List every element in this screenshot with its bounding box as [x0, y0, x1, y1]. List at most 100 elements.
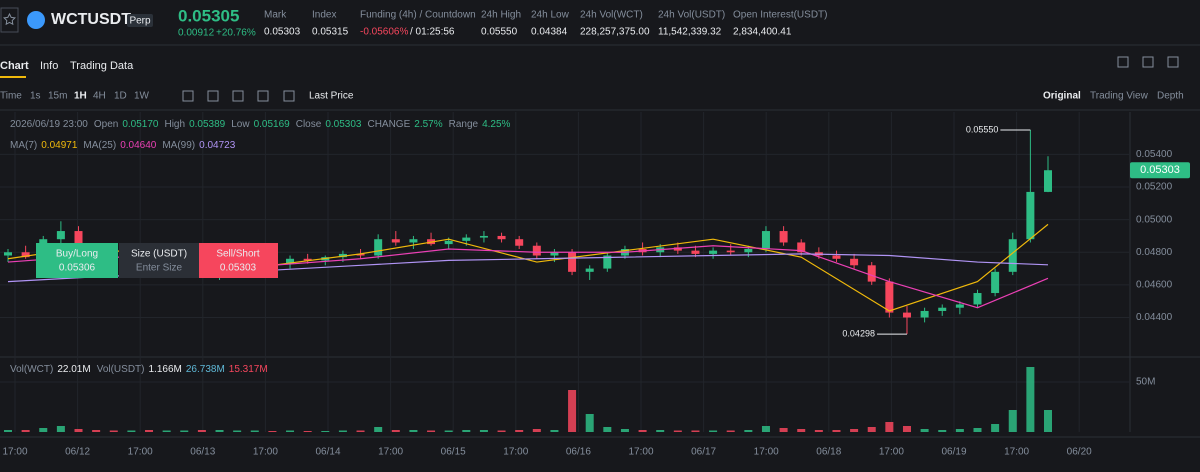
info-text: Low: [231, 119, 250, 130]
volume-bar: [902, 426, 911, 432]
x-tick-label: 17:00: [879, 447, 904, 458]
view-option[interactable]: Trading View: [1090, 91, 1149, 102]
interval[interactable]: 1W: [134, 91, 150, 102]
stat-value: 0.05550: [481, 27, 518, 38]
info-text: 1.166M: [149, 364, 182, 375]
stat-value: 228,257,375.00: [580, 27, 650, 38]
candle-body: [1026, 191, 1035, 240]
stat-value: -0.05606%: [360, 27, 408, 38]
volume-bar: [233, 430, 242, 432]
volume-bar: [973, 428, 982, 432]
alert-icon[interactable]: [1117, 56, 1129, 68]
vol-tick-label: 50M: [1136, 377, 1155, 388]
x-tick-label: 17:00: [378, 447, 403, 458]
expand-icon[interactable]: [1142, 56, 1154, 68]
ma-row: MA(7) 0.04971 MA(25) 0.04640 MA(99) 0.04723: [10, 140, 236, 151]
volume-bar: [321, 431, 330, 432]
favorite-button[interactable]: [0, 7, 19, 33]
volume-bar: [427, 430, 436, 432]
candle-body: [585, 268, 594, 272]
stat-value: 0.04384: [531, 27, 568, 38]
candle-body: [532, 245, 541, 256]
sell-button[interactable]: [199, 243, 278, 278]
stat-label: 24h Vol(WCT): [580, 10, 643, 21]
volume-bar: [568, 390, 577, 432]
candle-body: [867, 265, 876, 282]
view-option[interactable]: Depth: [1157, 91, 1184, 102]
tool-icon[interactable]: [257, 90, 269, 102]
candle-body: [391, 239, 400, 243]
price-change: 0.00912: [178, 28, 215, 39]
tab[interactable]: Trading Data: [70, 60, 134, 72]
info-text: CHANGE: [367, 119, 410, 130]
volume-bar: [338, 430, 347, 432]
tool-icon[interactable]: [182, 90, 194, 102]
candle-body: [673, 247, 682, 251]
y-tick-label: 0.04400: [1136, 312, 1173, 323]
volume-bar: [691, 430, 700, 432]
info-text: 0.04971: [41, 140, 78, 151]
settings-icon[interactable]: [1167, 56, 1179, 68]
candle-body: [497, 235, 506, 240]
interval[interactable]: 1H: [74, 91, 87, 102]
info-text: 0.05170: [122, 119, 159, 130]
volume-bar: [268, 431, 277, 432]
interval[interactable]: 4H: [93, 91, 106, 102]
volume-bar: [814, 430, 823, 432]
interval[interactable]: 1s: [30, 91, 41, 102]
volume-bar: [162, 430, 171, 432]
tab[interactable]: Chart: [0, 60, 29, 72]
x-tick-label: 06/20: [1067, 447, 1092, 458]
volume-bar: [180, 430, 189, 432]
size-placeholder: Enter Size: [136, 263, 183, 274]
info-text: MA(25): [83, 140, 116, 151]
buy-button[interactable]: [36, 243, 118, 278]
price-type[interactable]: Last Price: [309, 91, 354, 102]
interval[interactable]: Time: [0, 91, 22, 102]
candle-body: [744, 248, 753, 253]
buy-label: Buy/Long: [56, 249, 98, 260]
candle-body: [1044, 170, 1052, 192]
symbol[interactable]: WCTUSDT: [51, 11, 131, 28]
view-option[interactable]: Original: [1043, 91, 1081, 102]
volume-bar: [56, 426, 65, 432]
tabs: Chart Info Trading Data: [0, 60, 134, 78]
tool-icon[interactable]: [232, 90, 244, 102]
y-tick-label: 0.04800: [1136, 247, 1173, 258]
volume-bar: [497, 430, 506, 432]
volume-bar: [1044, 409, 1052, 432]
volume-bar: [885, 422, 894, 432]
stat-value: 11,542,339.32: [658, 27, 722, 38]
candle-body: [303, 258, 312, 261]
volume-bar: [920, 429, 929, 432]
info-text: Open: [94, 119, 118, 130]
candle-body: [973, 293, 982, 305]
candle-body: [779, 231, 788, 243]
x-tick-label: 06/18: [816, 447, 841, 458]
info-text: 0.05389: [189, 119, 226, 130]
candle-body: [850, 258, 859, 266]
volume-bar: [867, 427, 876, 432]
candle-body: [797, 242, 806, 253]
info-text: 0.05303: [325, 119, 362, 130]
tool-icon[interactable]: [283, 90, 295, 102]
tool-icon[interactable]: [207, 90, 219, 102]
sell-label: Sell/Short: [216, 249, 260, 260]
volume-bar: [197, 430, 206, 432]
interval[interactable]: 15m: [48, 91, 67, 102]
y-tick-label: 0.05400: [1136, 149, 1173, 160]
candle-body: [374, 239, 383, 256]
info-text: Vol(USDT): [97, 364, 145, 375]
volume-bar: [585, 414, 594, 432]
candle-body: [4, 252, 12, 256]
volume-bar: [215, 430, 224, 432]
last-price-label: 0.05303: [1140, 164, 1180, 176]
tab[interactable]: Info: [40, 60, 58, 72]
interval[interactable]: 1D: [114, 91, 127, 102]
stat-value: 0.05315: [312, 27, 349, 38]
candle-body: [74, 231, 83, 249]
candle-body: [21, 252, 30, 258]
size-input[interactable]: [119, 243, 199, 278]
